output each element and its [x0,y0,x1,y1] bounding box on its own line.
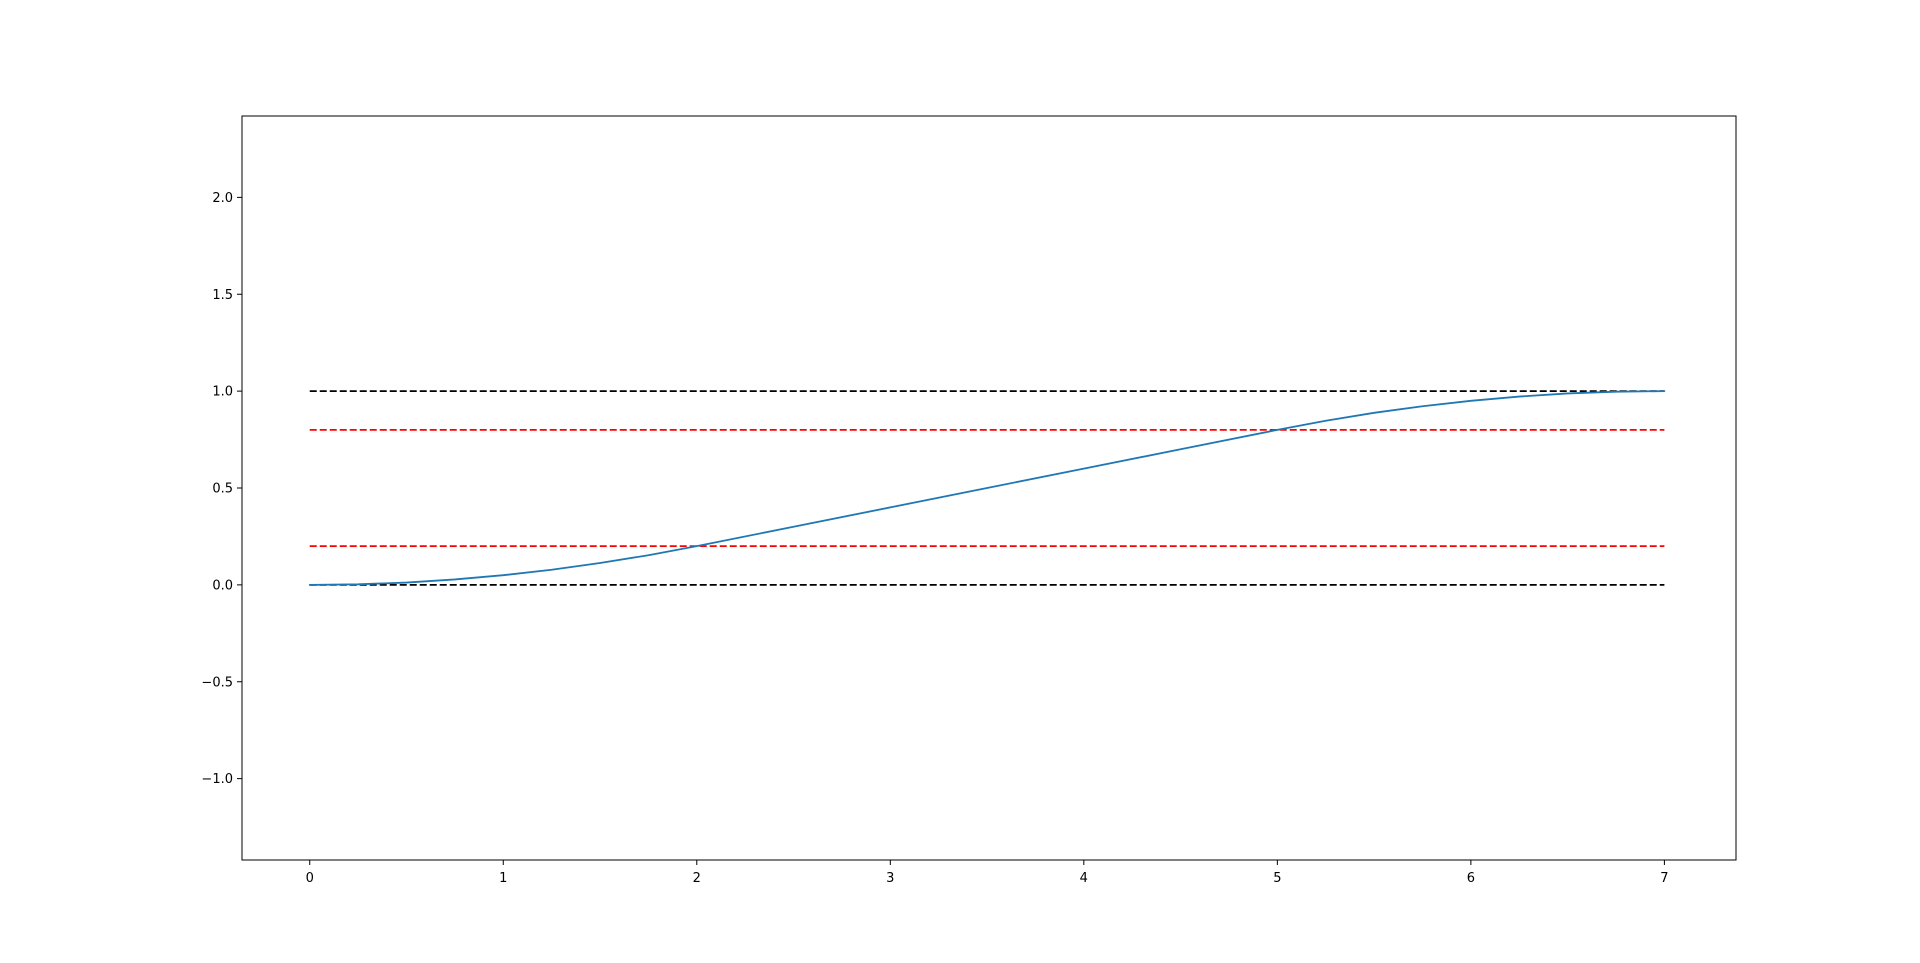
series-line-0 [308,390,1666,586]
y-axis: −1.0 −0.5 0.0 0.5 1.0 1.5 2.0 [201,191,242,787]
x-tick-label: 3 [886,871,894,886]
y-tick-label: 1.0 [212,385,233,400]
y-tick-label: −0.5 [201,675,233,690]
x-tick-label: 4 [1080,871,1088,886]
x-tick-label: 0 [306,871,314,886]
x-tick-label: 1 [499,871,507,886]
y-tick-label: −1.0 [201,772,233,787]
plot-frame [241,115,1737,861]
x-tick-label: 5 [1273,871,1281,886]
y-tick-label: 1.5 [212,288,233,303]
x-axis: 0 1 2 3 4 5 6 7 [306,860,1669,886]
series-group [308,390,1666,586]
y-tick-label: 2.0 [212,191,233,206]
x-tick-label: 7 [1660,871,1668,886]
reference-lines [309,390,1665,586]
x-tick-label: 6 [1467,871,1475,886]
y-tick-label: 0.0 [212,578,233,593]
y-tick-label: 0.5 [212,482,233,497]
x-tick-label: 2 [693,871,701,886]
